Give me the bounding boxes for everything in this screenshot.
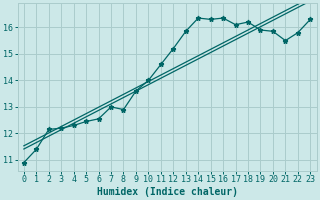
X-axis label: Humidex (Indice chaleur): Humidex (Indice chaleur) (97, 186, 237, 197)
